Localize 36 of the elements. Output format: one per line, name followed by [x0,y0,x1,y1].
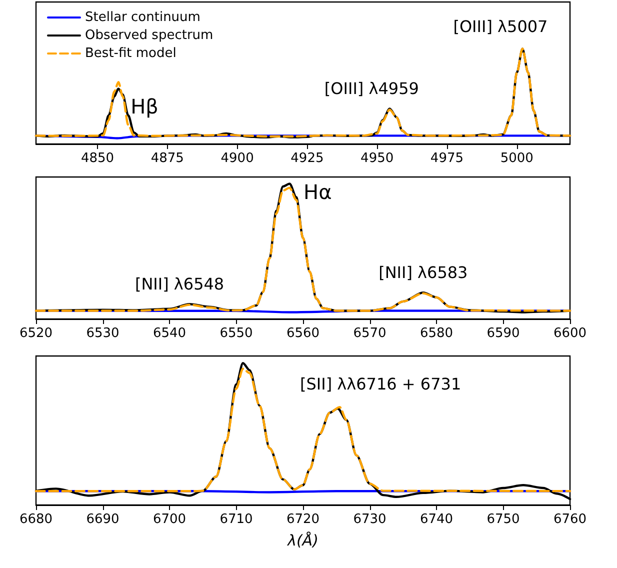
x-tick-label: 6540 [152,326,186,341]
annotation: [SII] λλ6716 + 6731 [300,374,462,394]
x-tick-label: 6530 [86,326,120,341]
x-tick-label: 6570 [353,326,386,341]
legend-label: Best-fit model [85,46,176,61]
x-tick-label: 6710 [220,512,253,527]
annotation: Hβ [130,94,158,119]
x-tick-label: 6590 [486,326,520,341]
x-tick-label: 6730 [353,512,386,527]
x-tick-label: 4925 [290,151,324,166]
x-tick-label: 6740 [420,512,454,527]
x-tick-label: 6550 [220,326,253,341]
x-tick-label: 4900 [220,151,254,166]
x-tick-label: 6680 [19,512,53,527]
legend-label: Stellar continuum [85,10,200,25]
annotation: [NII] λ6548 [134,274,224,294]
x-tick-label: 6520 [19,326,53,341]
x-tick-label: 4875 [150,151,184,166]
x-tick-label: 6600 [553,326,587,341]
x-axis-title: λ(Å) [286,532,318,550]
annotation: [OIII] λ4959 [324,79,419,98]
x-tick-label: 4975 [430,151,464,166]
x-tick-label: 4850 [80,151,114,166]
x-tick-label: 6690 [86,512,120,527]
x-tick-label: 6560 [286,326,320,341]
x-tick-label: 5000 [500,151,534,166]
x-tick-label: 6700 [152,512,186,527]
annotation: [NII] λ6583 [378,263,468,282]
x-tick-label: 6580 [420,326,454,341]
x-tick-label: 6750 [486,512,520,527]
legend-label: Observed spectrum [85,28,214,43]
x-tick-label: 6760 [553,512,587,527]
annotation: [OIII] λ5007 [453,17,548,36]
x-tick-label: 4950 [360,151,394,166]
x-tick-label: 6720 [286,512,320,527]
annotation: Hα [304,180,332,204]
